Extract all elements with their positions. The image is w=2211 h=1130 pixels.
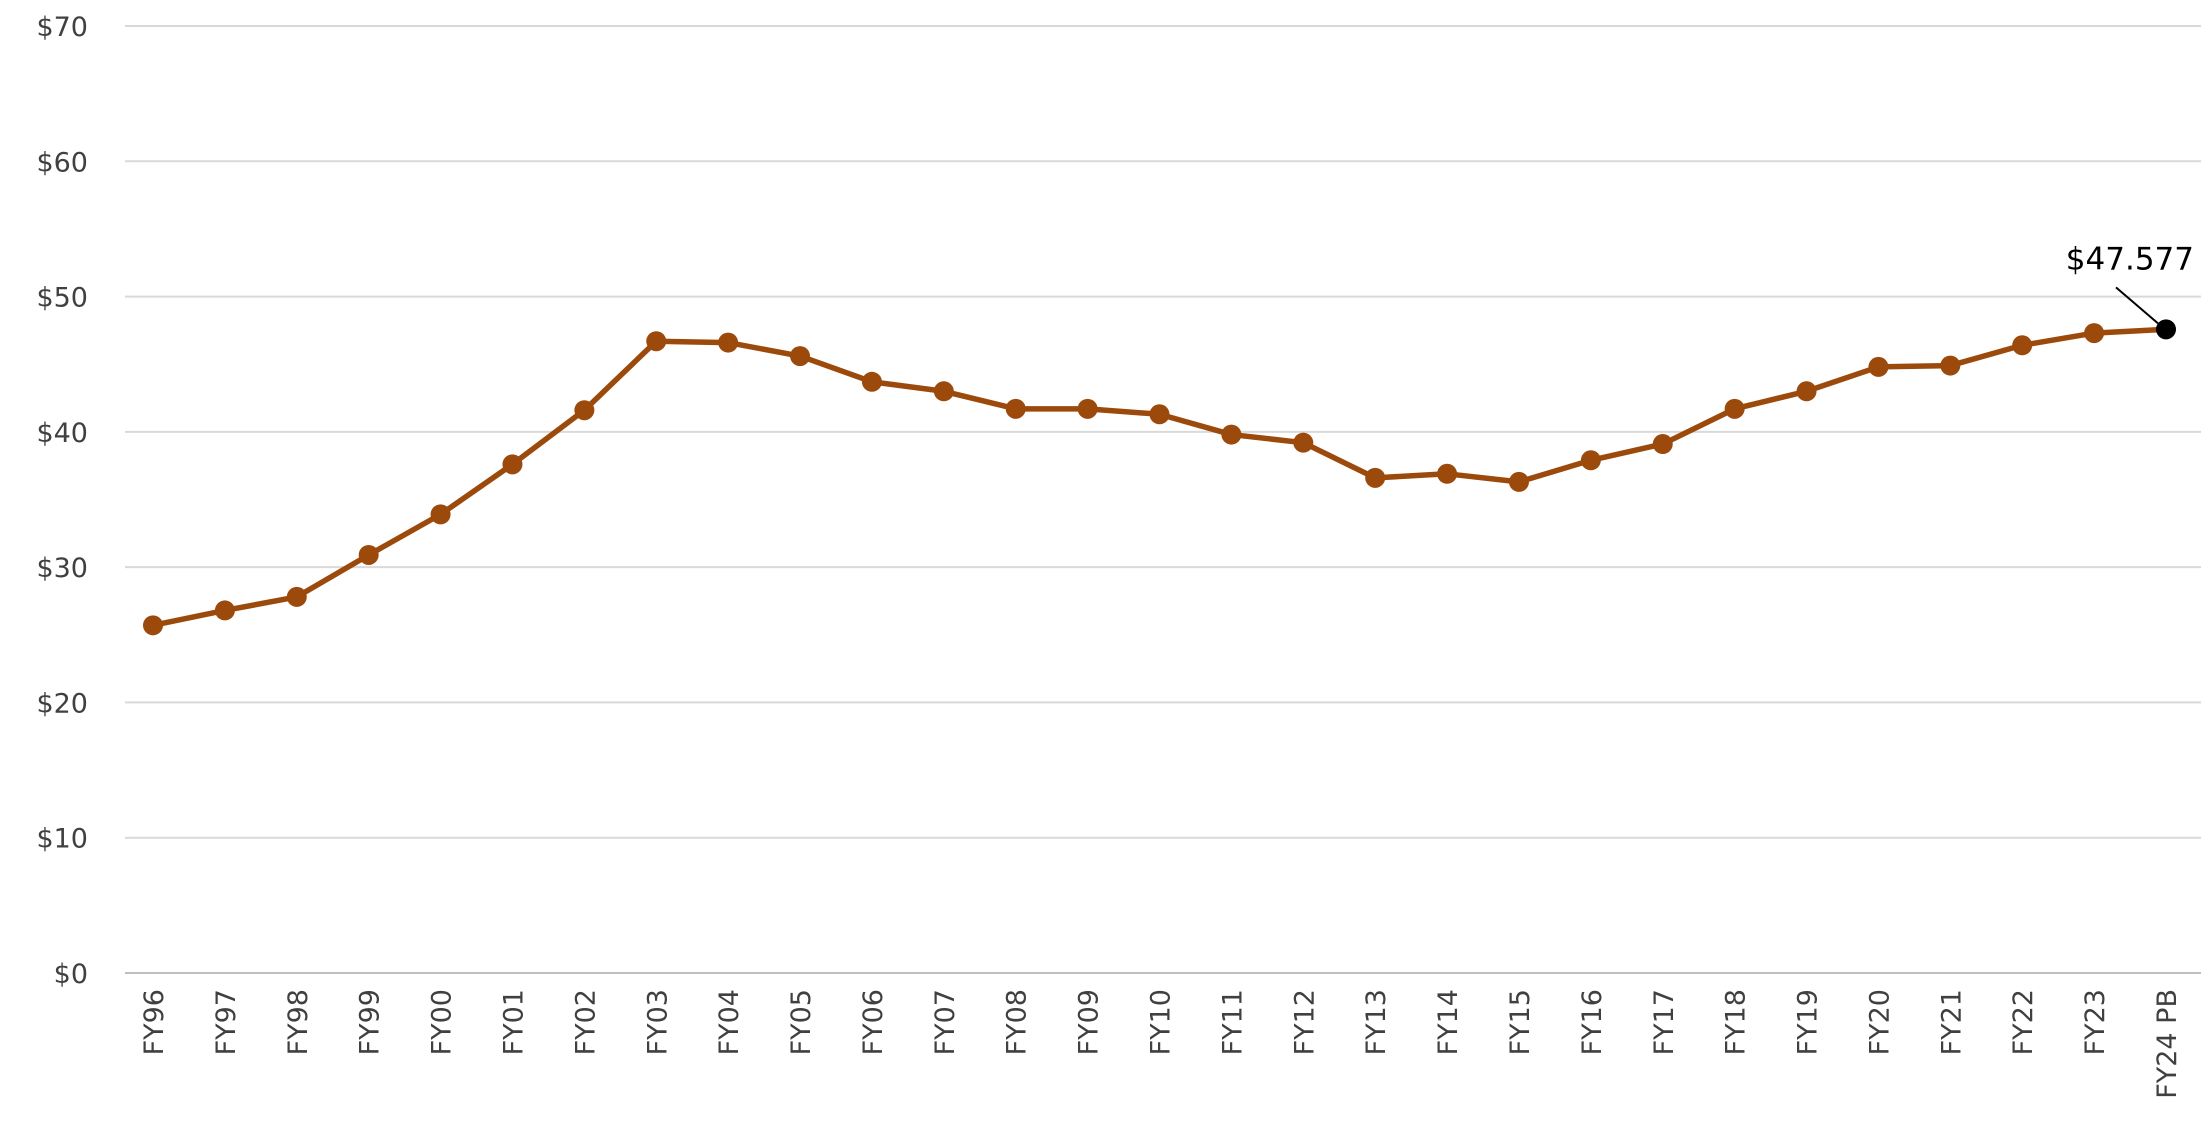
data-point: [2156, 319, 2176, 340]
x-tick-label: FY16: [1577, 989, 1608, 1055]
data-point: [1149, 404, 1170, 425]
x-tick-label: FY12: [1289, 989, 1320, 1055]
x-tick-label: FY23: [2080, 989, 2111, 1055]
data-point: [1437, 463, 1458, 484]
data-point: [502, 454, 523, 475]
x-tick-label: FY97: [211, 989, 242, 1055]
data-point: [358, 544, 379, 565]
data-point: [1508, 471, 1529, 492]
y-tick-label: $70: [36, 12, 88, 43]
x-tick-label: FY00: [427, 989, 458, 1055]
y-tick-label: $10: [36, 824, 88, 855]
data-point: [1221, 424, 1242, 445]
data-point: [933, 381, 954, 402]
x-tick-label: FY01: [498, 989, 529, 1055]
x-tick-label: FY09: [1074, 989, 1105, 1055]
x-tick-label: FY20: [1864, 989, 1895, 1055]
x-tick-label: FY11: [1217, 989, 1248, 1055]
label-leader: [2115, 286, 2159, 325]
data-point: [1868, 356, 1889, 377]
y-tick-label: $30: [36, 553, 88, 584]
y-tick-label: $0: [54, 959, 88, 990]
series-line: [152, 326, 2167, 629]
y-tick-label: $40: [36, 418, 88, 449]
data-point: [1293, 432, 1314, 453]
data-point: [646, 331, 667, 352]
data-point: [286, 586, 307, 607]
x-tick-label: FY08: [1002, 989, 1033, 1055]
data-point: [718, 332, 739, 353]
y-tick-label: $60: [36, 147, 88, 178]
x-tick-label: FY10: [1146, 989, 1177, 1055]
x-tick-label: FY98: [283, 989, 314, 1055]
data-point: [1077, 398, 1098, 419]
x-tick-label: FY13: [1361, 989, 1392, 1055]
x-tick-label: FY18: [1721, 989, 1752, 1055]
x-tick-label: FY02: [570, 989, 601, 1055]
y-tick-label: $50: [36, 283, 88, 314]
data-point: [1005, 398, 1026, 419]
x-tick-label: FY17: [1649, 989, 1680, 1055]
x-tick-label: FY07: [930, 989, 961, 1055]
x-tick-label: FY21: [1936, 989, 1967, 1055]
data-point: [430, 504, 451, 525]
data-point: [790, 346, 811, 367]
x-tick-label: FY06: [858, 989, 889, 1055]
x-tick-label: FY99: [355, 989, 386, 1055]
data-point: [861, 371, 882, 392]
data-label: $47.577: [2066, 241, 2194, 277]
data-point: [574, 400, 595, 421]
x-tick-label: FY22: [2008, 989, 2039, 1055]
data-point: [143, 615, 163, 636]
x-tick-label: FY05: [786, 989, 817, 1055]
data-point: [1652, 434, 1673, 455]
x-tick-label: FY04: [714, 989, 745, 1055]
x-tick-label: FY15: [1505, 989, 1536, 1055]
data-point: [2084, 323, 2105, 344]
data-point: [1940, 355, 1961, 376]
data-point: [1796, 381, 1817, 402]
y-tick-label: $20: [36, 688, 88, 719]
x-tick-label: FY14: [1433, 989, 1464, 1055]
x-tick-label: FY19: [1793, 989, 1824, 1055]
data-point: [1724, 398, 1745, 419]
x-tick-label: FY03: [642, 989, 673, 1055]
data-point: [1365, 467, 1386, 488]
data-point: [1580, 450, 1601, 471]
data-point: [214, 600, 235, 621]
data-point: [2012, 335, 2033, 356]
x-tick-label: FY96: [139, 989, 170, 1055]
x-tick-label: FY24 PB: [2152, 989, 2183, 1099]
